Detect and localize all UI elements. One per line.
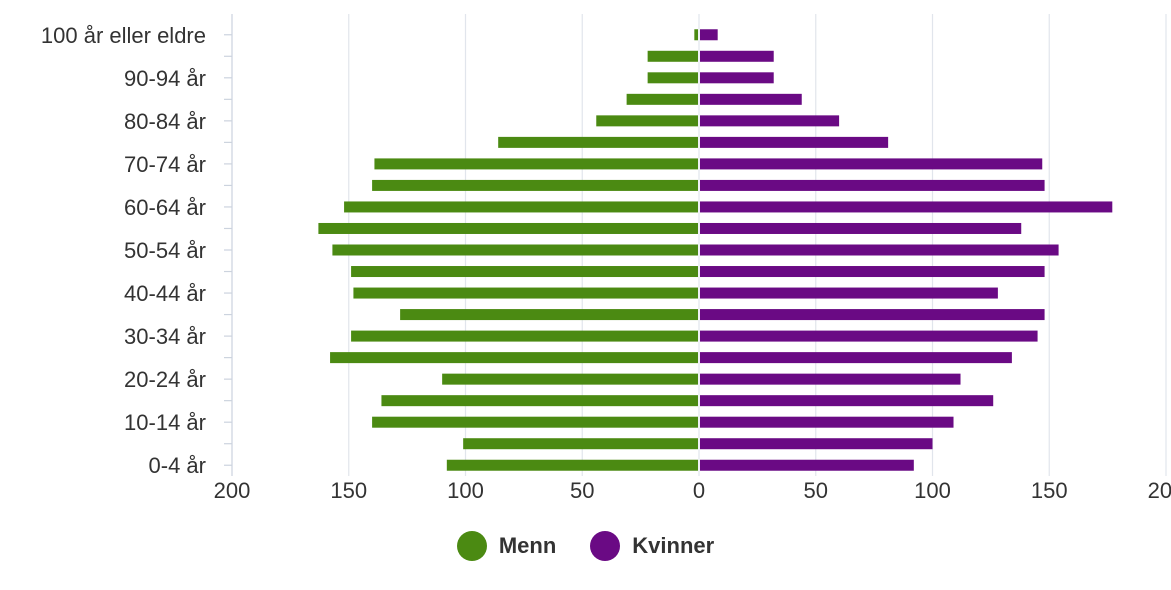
bar-kvinner[interactable] bbox=[700, 331, 1038, 342]
bar-kvinner[interactable] bbox=[700, 158, 1042, 169]
bar-menn[interactable] bbox=[381, 395, 698, 406]
x-tick-label: 50 bbox=[570, 478, 594, 503]
population-pyramid-chart: 100 år eller eldre 90-94 år 80-84 år 70-74 … bbox=[0, 0, 1171, 520]
bar-menn[interactable] bbox=[353, 288, 698, 299]
x-tick-labels: 200 150 100 50 0 50 100 150 200 bbox=[214, 478, 1171, 503]
bar-kvinner[interactable] bbox=[700, 245, 1059, 256]
legend-label-menn: Menn bbox=[499, 533, 556, 559]
x-tick-label: 150 bbox=[1031, 478, 1068, 503]
bar-kvinner[interactable] bbox=[700, 72, 774, 83]
x-tick-label: 100 bbox=[447, 478, 484, 503]
bar-kvinner[interactable] bbox=[700, 288, 998, 299]
bar-kvinner[interactable] bbox=[700, 51, 774, 62]
y-tick-label: 100 år eller eldre bbox=[41, 23, 206, 48]
bars bbox=[318, 29, 1112, 470]
bar-kvinner[interactable] bbox=[700, 201, 1112, 212]
bar-kvinner[interactable] bbox=[700, 266, 1045, 277]
y-tick-label: 90-94 år bbox=[124, 66, 206, 91]
bar-kvinner[interactable] bbox=[700, 395, 993, 406]
bar-kvinner[interactable] bbox=[700, 438, 933, 449]
legend-dot-kvinner bbox=[590, 531, 620, 561]
bar-menn[interactable] bbox=[374, 158, 698, 169]
bar-kvinner[interactable] bbox=[700, 29, 718, 40]
bar-menn[interactable] bbox=[330, 352, 698, 363]
bar-kvinner[interactable] bbox=[700, 417, 954, 428]
bar-kvinner[interactable] bbox=[700, 352, 1012, 363]
y-tick-label: 60-64 år bbox=[124, 195, 206, 220]
y-tick-labels: 100 år eller eldre 90-94 år 80-84 år 70-74 … bbox=[41, 23, 206, 478]
bar-menn[interactable] bbox=[463, 438, 698, 449]
bar-menn[interactable] bbox=[351, 266, 698, 277]
legend-dot-menn bbox=[457, 531, 487, 561]
bar-menn[interactable] bbox=[332, 245, 698, 256]
bar-menn[interactable] bbox=[344, 201, 698, 212]
legend: Menn Kvinner bbox=[0, 530, 1171, 562]
bar-menn[interactable] bbox=[372, 180, 698, 191]
bar-menn[interactable] bbox=[627, 94, 698, 105]
y-tick-label: 70-74 år bbox=[124, 152, 206, 177]
bar-kvinner[interactable] bbox=[700, 115, 839, 126]
y-tick-label: 10-14 år bbox=[124, 410, 206, 435]
y-tick-label: 50-54 år bbox=[124, 238, 206, 263]
bar-kvinner[interactable] bbox=[700, 94, 802, 105]
y-tick-label: 20-24 år bbox=[124, 367, 206, 392]
bar-menn[interactable] bbox=[400, 309, 698, 320]
bar-menn[interactable] bbox=[498, 137, 698, 148]
bar-menn[interactable] bbox=[648, 51, 698, 62]
y-axis bbox=[224, 14, 232, 476]
x-tick-label: 50 bbox=[804, 478, 828, 503]
y-tick-label: 0-4 år bbox=[149, 453, 206, 478]
legend-item-menn[interactable]: Menn bbox=[457, 531, 556, 561]
bar-kvinner[interactable] bbox=[700, 374, 961, 385]
bar-menn[interactable] bbox=[372, 417, 698, 428]
legend-item-kvinner[interactable]: Kvinner bbox=[590, 531, 714, 561]
x-tick-label: 200 bbox=[214, 478, 251, 503]
y-tick-label: 80-84 år bbox=[124, 109, 206, 134]
bar-kvinner[interactable] bbox=[700, 460, 914, 471]
bar-menn[interactable] bbox=[442, 374, 698, 385]
x-tick-label: 150 bbox=[330, 478, 367, 503]
y-tick-label: 30-34 år bbox=[124, 324, 206, 349]
bar-kvinner[interactable] bbox=[700, 309, 1045, 320]
y-tick-label: 40-44 år bbox=[124, 281, 206, 306]
legend-label-kvinner: Kvinner bbox=[632, 533, 714, 559]
x-tick-label: 100 bbox=[914, 478, 951, 503]
bar-kvinner[interactable] bbox=[700, 180, 1045, 191]
bar-menn[interactable] bbox=[318, 223, 698, 234]
bar-kvinner[interactable] bbox=[700, 223, 1021, 234]
bar-menn[interactable] bbox=[648, 72, 698, 83]
x-tick-label: 0 bbox=[693, 478, 705, 503]
bar-menn[interactable] bbox=[351, 331, 698, 342]
x-tick-label: 200 bbox=[1148, 478, 1171, 503]
bar-kvinner[interactable] bbox=[700, 137, 888, 148]
bar-menn[interactable] bbox=[694, 29, 698, 40]
bar-menn[interactable] bbox=[596, 115, 698, 126]
bar-menn[interactable] bbox=[447, 460, 698, 471]
